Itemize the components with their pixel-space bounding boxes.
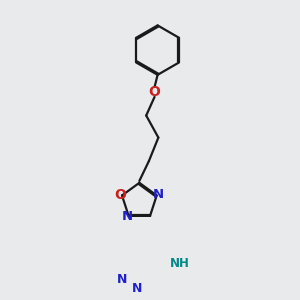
Text: NH: NH: [170, 257, 190, 270]
Text: O: O: [148, 85, 160, 99]
Text: N: N: [122, 210, 133, 223]
Text: O: O: [115, 188, 126, 202]
Text: N: N: [117, 272, 127, 286]
Text: N: N: [132, 282, 142, 295]
Text: N: N: [152, 188, 164, 201]
